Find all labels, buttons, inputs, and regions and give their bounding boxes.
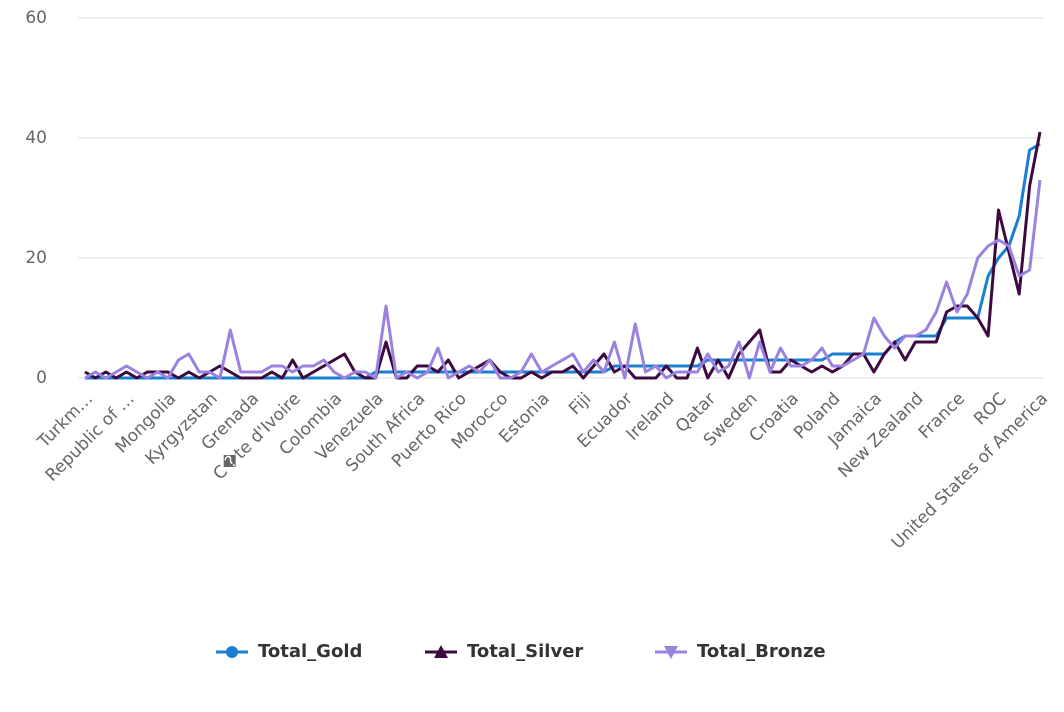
y-tick-label: 20 <box>25 248 47 268</box>
series-line <box>84 179 1042 380</box>
y-tick-label: 60 <box>25 8 47 28</box>
legend-marker <box>434 645 448 658</box>
x-tick-label: Fiji <box>565 389 595 419</box>
y-tick-label: 40 <box>25 128 47 148</box>
legend-label: Total_Gold <box>258 641 362 662</box>
x-tick-label: France <box>915 389 969 443</box>
legend-label: Total_Bronze <box>697 641 826 662</box>
y-tick-label: 0 <box>36 368 47 388</box>
series-line <box>84 131 1042 380</box>
legend-marker <box>664 646 678 659</box>
legend-label: Total_Silver <box>467 641 583 662</box>
legend-marker <box>226 646 238 658</box>
